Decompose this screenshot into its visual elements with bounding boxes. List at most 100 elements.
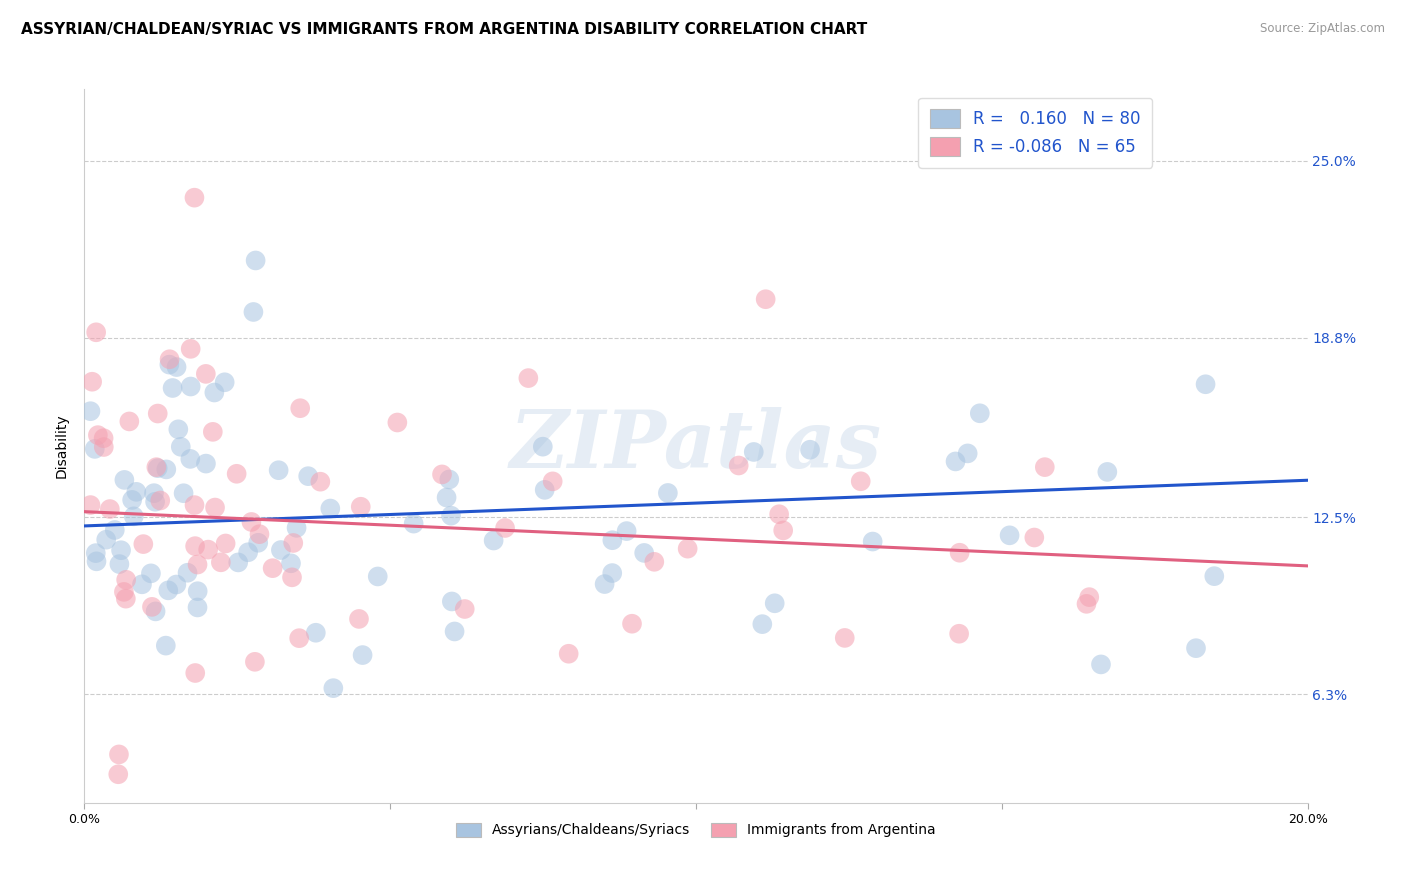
Point (225, 467, 247, 481)
Point (187, 584, 209, 599)
Point (194, 457, 217, 471)
Point (593, 577, 616, 591)
Point (280, 556, 302, 570)
Point (236, 545, 259, 559)
Point (226, 556, 249, 570)
Point (247, 535, 270, 549)
Point (305, 625, 328, 640)
Point (202, 385, 225, 400)
Point (242, 305, 264, 319)
Point (283, 536, 305, 550)
Point (322, 681, 344, 695)
Point (440, 594, 463, 608)
Point (173, 486, 195, 500)
Point (297, 469, 319, 483)
Point (155, 639, 177, 653)
Point (83, 442, 105, 456)
Point (112, 585, 135, 599)
Point (108, 747, 131, 762)
Point (93, 440, 115, 454)
Point (633, 546, 655, 560)
Point (751, 617, 773, 632)
Point (616, 524, 638, 538)
Point (290, 401, 312, 416)
Point (755, 292, 778, 306)
Point (1076, 597, 1098, 611)
Point (121, 492, 143, 507)
Point (772, 524, 794, 538)
Point (186, 558, 208, 572)
Point (86, 554, 108, 568)
Point (87, 428, 110, 442)
Point (517, 371, 540, 385)
Point (166, 360, 188, 375)
Point (1078, 590, 1101, 604)
Point (949, 546, 972, 560)
Point (347, 612, 370, 626)
Point (262, 561, 284, 575)
Point (288, 631, 311, 645)
Point (176, 566, 198, 580)
Point (162, 381, 184, 395)
Point (209, 555, 232, 569)
Point (240, 515, 263, 529)
Point (167, 422, 190, 436)
Point (1204, 569, 1226, 583)
Point (998, 528, 1021, 542)
Point (180, 342, 202, 356)
Point (143, 486, 166, 500)
Point (956, 446, 979, 460)
Point (439, 472, 461, 486)
Point (183, 191, 205, 205)
Point (84, 326, 107, 340)
Point (285, 521, 308, 535)
Point (112, 473, 135, 487)
Point (270, 543, 292, 558)
Point (184, 665, 207, 680)
Y-axis label: Disability: Disability (55, 414, 69, 478)
Point (602, 533, 624, 548)
Point (319, 501, 342, 516)
Point (281, 570, 304, 584)
Point (440, 508, 463, 523)
Point (79, 404, 101, 418)
Point (204, 500, 226, 515)
Point (249, 527, 271, 541)
Point (139, 566, 162, 581)
Point (557, 647, 579, 661)
Point (531, 440, 554, 454)
Point (143, 494, 166, 508)
Point (108, 557, 131, 571)
Point (149, 493, 172, 508)
Point (104, 523, 127, 537)
Point (727, 458, 749, 473)
Point (184, 539, 207, 553)
Point (125, 484, 148, 499)
Point (186, 600, 208, 615)
Point (107, 767, 129, 781)
Point (763, 596, 786, 610)
Point (214, 376, 236, 390)
Point (945, 454, 967, 468)
Point (657, 486, 679, 500)
Point (98, 502, 121, 516)
Point (402, 516, 425, 531)
Point (387, 416, 409, 430)
Point (436, 491, 458, 505)
Point (430, 467, 453, 482)
Point (131, 577, 153, 591)
Point (115, 591, 138, 606)
Point (201, 425, 224, 439)
Point (157, 358, 180, 372)
Point (243, 655, 266, 669)
Point (768, 508, 790, 522)
Point (82, 375, 104, 389)
Point (183, 498, 205, 512)
Point (145, 460, 167, 475)
Point (799, 442, 821, 457)
Point (110, 543, 132, 558)
Text: ZIPatlas: ZIPatlas (510, 408, 882, 484)
Point (948, 626, 970, 640)
Point (309, 475, 332, 489)
Point (115, 573, 138, 587)
